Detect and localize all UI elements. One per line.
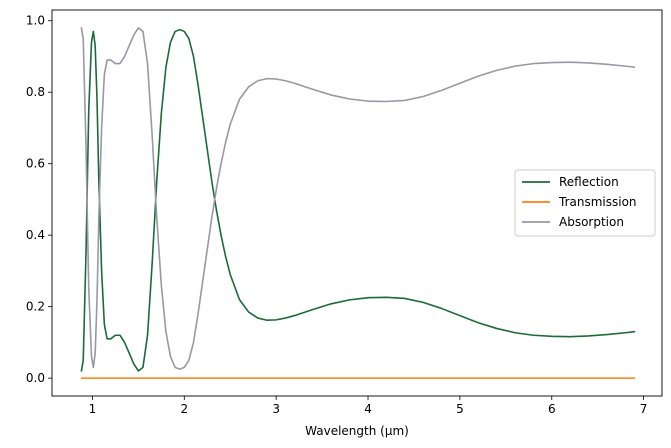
plot-frame [51,9,663,397]
x-tick-label: 6 [548,402,556,416]
legend-label: Transmission [558,195,637,209]
y-axis: 0.0 0.2 0.4 0.6 0.8 1.0 [26,14,52,385]
y-tick-label: 1.0 [26,14,45,28]
x-axis: 1 2 3 4 5 6 7 [89,396,648,416]
series-layer [80,27,636,379]
x-tick-label: 1 [89,402,97,416]
series-line-reflection [80,28,636,372]
y-tick-label: 0.8 [26,85,45,99]
y-tick-label: 0.2 [26,300,45,314]
x-tick-label: 5 [456,402,464,416]
x-tick-label: 4 [364,402,372,416]
y-tick-label: 0.6 [26,157,45,171]
legend: Reflection Transmission Absorption [514,169,656,237]
y-tick-label: 0.0 [26,371,45,385]
legend-box [514,169,656,237]
series-line-absorption [80,27,636,370]
x-tick-label: 7 [640,402,648,416]
legend-label: Reflection [559,175,619,189]
legend-label: Absorption [559,215,624,229]
x-tick-label: 2 [180,402,188,416]
x-axis-label: Wavelength (µm) [305,424,409,438]
x-tick-label: 3 [272,402,280,416]
y-tick-label: 0.4 [26,228,45,242]
